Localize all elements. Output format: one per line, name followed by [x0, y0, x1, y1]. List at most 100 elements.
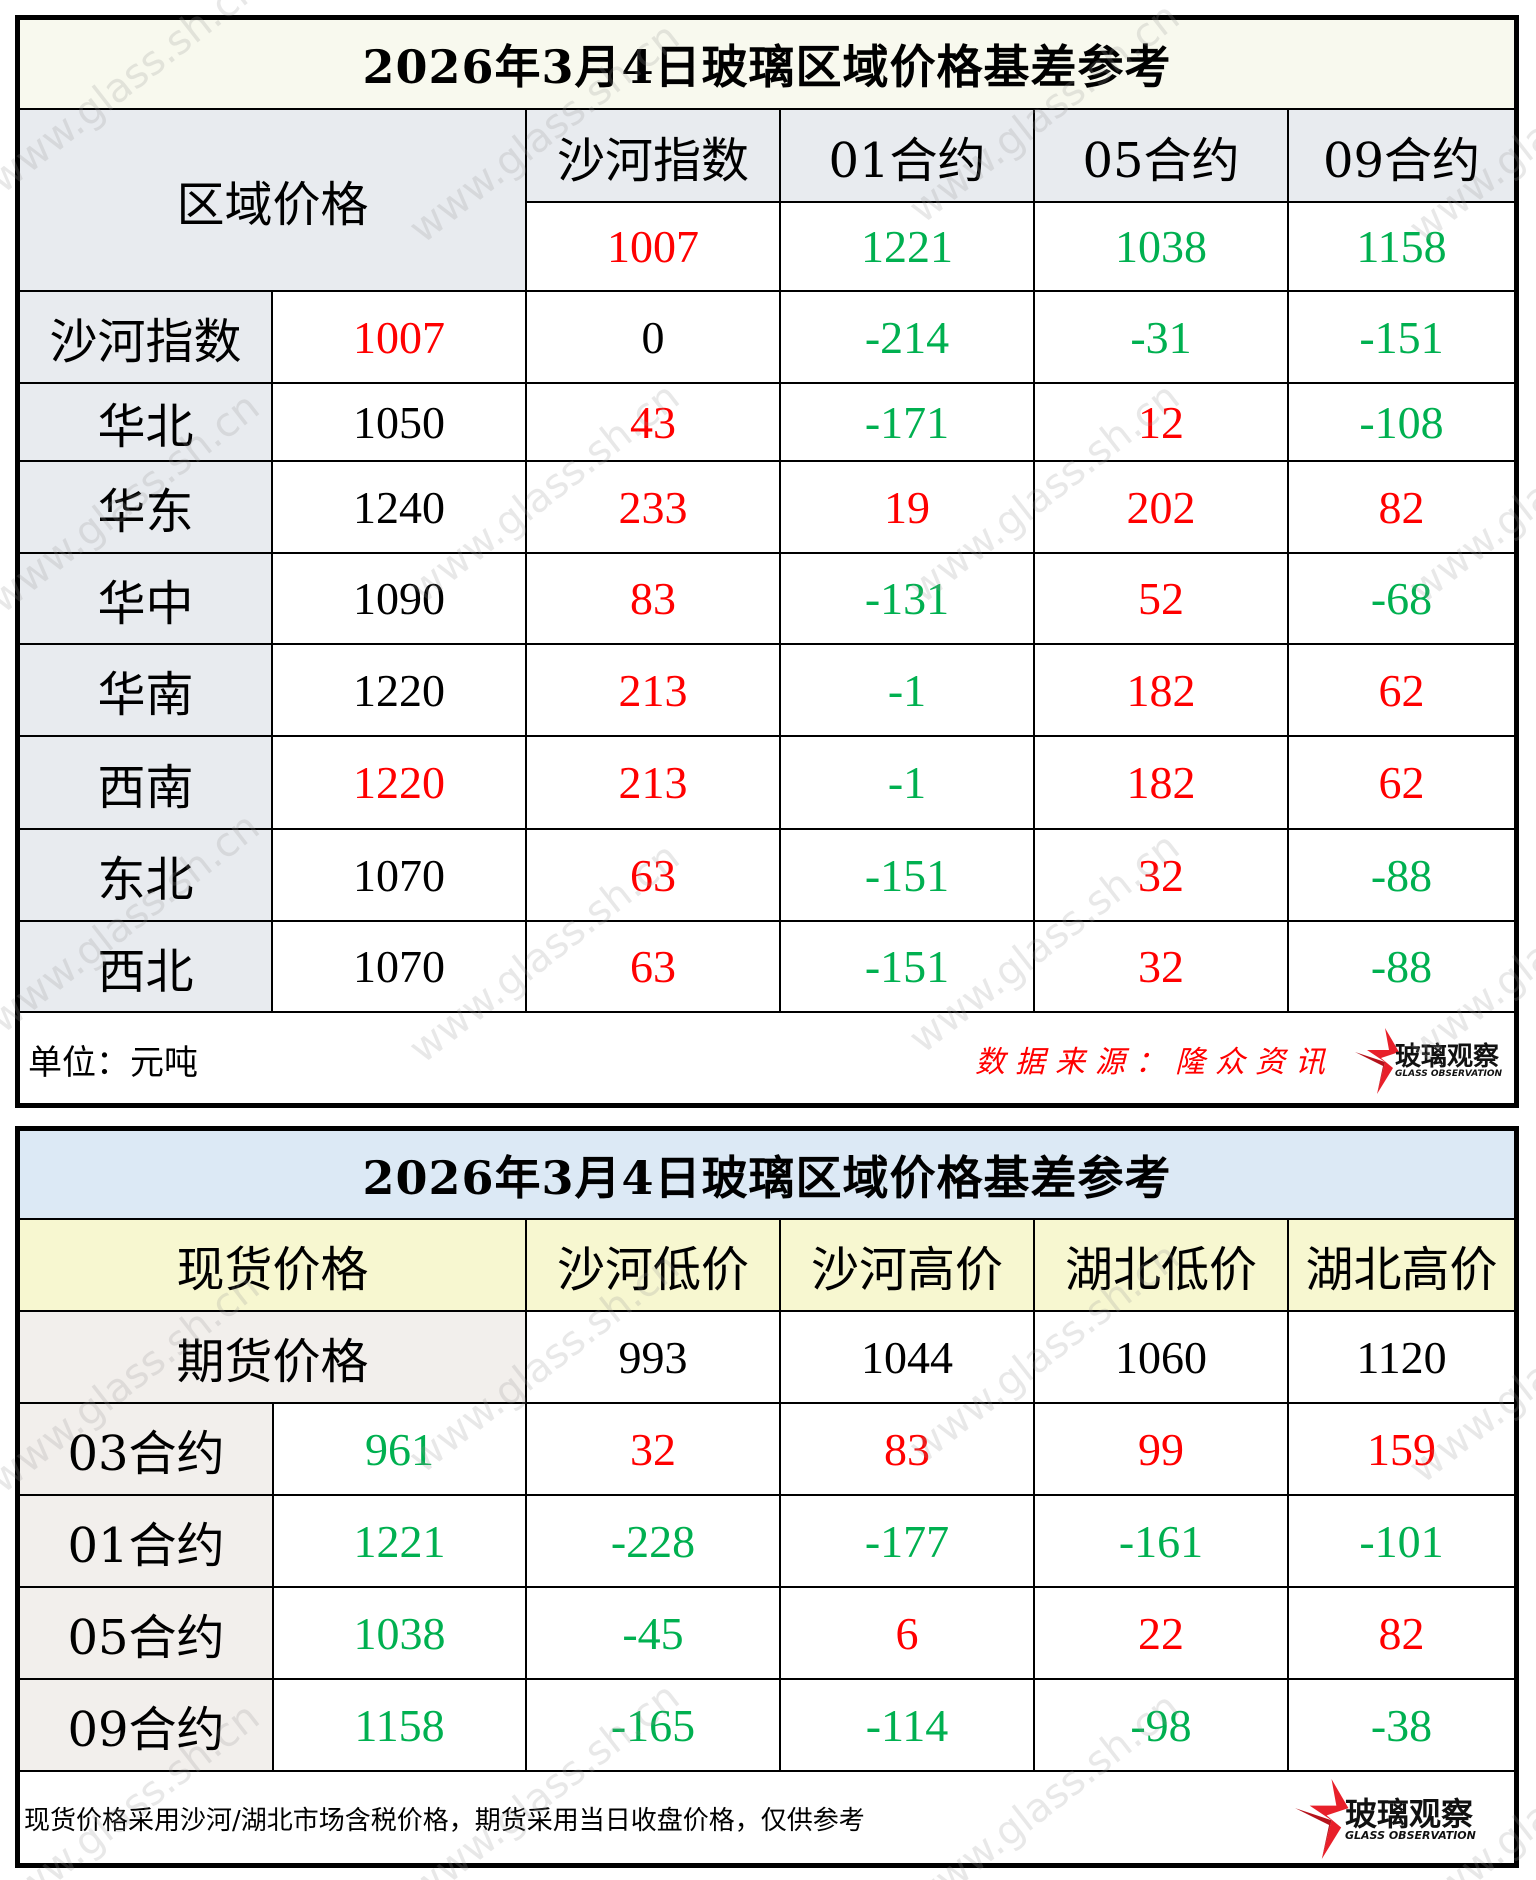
basis-cell: -131: [781, 554, 1035, 645]
futures-price-header: 期货价格: [20, 1312, 527, 1404]
basis-cell: -68: [1289, 554, 1514, 645]
contract-price: 961: [274, 1404, 527, 1496]
basis-cell: -214: [781, 292, 1035, 384]
basis-cell: 83: [527, 554, 781, 645]
region-label: 华中: [20, 554, 273, 645]
basis-cell: -1: [781, 645, 1035, 737]
col-value-shahe-index: 1007: [527, 203, 781, 292]
basis-cell: 32: [1035, 830, 1289, 922]
basis-cell: -171: [781, 384, 1035, 462]
spot-value-shahe-high: 1044: [781, 1312, 1035, 1404]
basis-cell: 22: [1035, 1588, 1289, 1680]
region-label: 西北: [20, 922, 273, 1013]
basis-cell: -88: [1289, 830, 1514, 922]
region-price: 1007: [273, 292, 527, 384]
basis-cell: 43: [527, 384, 781, 462]
basis-cell: -45: [527, 1588, 781, 1680]
contract-label: 01合约: [20, 1496, 274, 1588]
basis-cell: 32: [1035, 922, 1289, 1013]
basis-cell: 62: [1289, 645, 1514, 737]
region-label: 东北: [20, 830, 273, 922]
col-header-hubei-low: 湖北低价: [1035, 1220, 1289, 1312]
red-star-icon: [1355, 1028, 1399, 1094]
contract-price: 1158: [274, 1680, 527, 1772]
basis-cell: 82: [1289, 462, 1514, 554]
basis-cell: -161: [1035, 1496, 1289, 1588]
col-header-09-contract: 09合约: [1289, 110, 1514, 203]
red-star-icon: [1295, 1779, 1349, 1859]
basis-cell: -151: [781, 922, 1035, 1013]
basis-cell: 182: [1035, 645, 1289, 737]
region-price: 1220: [273, 645, 527, 737]
basis-cell: 6: [781, 1588, 1035, 1680]
glass-observation-logo-large: 玻璃观察 GLASS OBSERVATION: [1295, 1779, 1476, 1859]
col-header-hubei-high: 湖北高价: [1289, 1220, 1514, 1312]
logo-cn-text: 玻璃观察: [1395, 1041, 1500, 1072]
col-value-01-contract: 1221: [781, 203, 1035, 292]
basis-cell: 213: [527, 645, 781, 737]
basis-cell: -228: [527, 1496, 781, 1588]
spot-price-header: 现货价格: [20, 1220, 527, 1312]
region-price: 1070: [273, 922, 527, 1013]
region-label: 华北: [20, 384, 273, 462]
basis-cell: 19: [781, 462, 1035, 554]
basis-cell: -108: [1289, 384, 1514, 462]
data-source-label: 数据来源：隆众资讯: [975, 1045, 1335, 1080]
basis-cell: 63: [527, 922, 781, 1013]
table1-title: 2026年3月4日玻璃区域价格基差参考: [20, 20, 1514, 110]
basis-cell: -151: [1289, 292, 1514, 384]
logo-cn-text: 玻璃观察: [1345, 1794, 1474, 1833]
basis-cell: -1: [781, 737, 1035, 830]
unit-label: 单位：元吨: [28, 1042, 198, 1083]
spot-futures-basis-table: 2026年3月4日玻璃区域价格基差参考 现货价格 沙河低价 沙河高价 湖北低价 …: [15, 1126, 1519, 1868]
region-price-header: 区域价格: [20, 110, 527, 292]
basis-cell: 182: [1035, 737, 1289, 830]
basis-cell: 83: [781, 1404, 1035, 1496]
logo-en-text: GLASS OBSERVATION: [1395, 1068, 1503, 1079]
contract-label: 03合约: [20, 1404, 274, 1496]
spot-value-shahe-low: 993: [527, 1312, 781, 1404]
col-header-01-contract: 01合约: [781, 110, 1035, 203]
basis-cell: -38: [1289, 1680, 1514, 1772]
basis-cell: 0: [527, 292, 781, 384]
contract-label: 09合约: [20, 1680, 274, 1772]
col-header-shahe-low: 沙河低价: [527, 1220, 781, 1312]
contract-label: 05合约: [20, 1588, 274, 1680]
pricing-note: 现货价格采用沙河/湖北市场含税价格，期货采用当日收盘价格，仅供参考: [24, 1806, 865, 1836]
region-price: 1070: [273, 830, 527, 922]
region-price: 1090: [273, 554, 527, 645]
basis-cell: -151: [781, 830, 1035, 922]
contract-price: 1221: [274, 1496, 527, 1588]
basis-cell: -165: [527, 1680, 781, 1772]
basis-cell: -88: [1289, 922, 1514, 1013]
col-header-shahe-high: 沙河高价: [781, 1220, 1035, 1312]
basis-cell: 82: [1289, 1588, 1514, 1680]
region-label: 西南: [20, 737, 273, 830]
basis-cell: 233: [527, 462, 781, 554]
region-price: 1240: [273, 462, 527, 554]
basis-cell: 32: [527, 1404, 781, 1496]
spot-value-hubei-low: 1060: [1035, 1312, 1289, 1404]
basis-cell: 63: [527, 830, 781, 922]
basis-cell: -98: [1035, 1680, 1289, 1772]
basis-cell: 159: [1289, 1404, 1514, 1496]
basis-cell: 62: [1289, 737, 1514, 830]
regional-price-basis-table: 2026年3月4日玻璃区域价格基差参考 区域价格 沙河指数 01合约 05合约 …: [15, 15, 1519, 1108]
logo-en-text: GLASS OBSERVATION: [1345, 1828, 1476, 1842]
region-label: 沙河指数: [20, 292, 273, 384]
col-value-05-contract: 1038: [1035, 203, 1289, 292]
basis-cell: -114: [781, 1680, 1035, 1772]
region-label: 华东: [20, 462, 273, 554]
region-price: 1050: [273, 384, 527, 462]
basis-cell: 52: [1035, 554, 1289, 645]
contract-price: 1038: [274, 1588, 527, 1680]
glass-observation-logo: 玻璃观察 GLASS OBSERVATION: [1355, 1026, 1502, 1096]
col-value-09-contract: 1158: [1289, 203, 1514, 292]
spot-value-hubei-high: 1120: [1289, 1312, 1514, 1404]
basis-cell: 99: [1035, 1404, 1289, 1496]
basis-cell: -101: [1289, 1496, 1514, 1588]
basis-cell: -31: [1035, 292, 1289, 384]
region-label: 华南: [20, 645, 273, 737]
col-header-shahe-index: 沙河指数: [527, 110, 781, 203]
basis-cell: 12: [1035, 384, 1289, 462]
